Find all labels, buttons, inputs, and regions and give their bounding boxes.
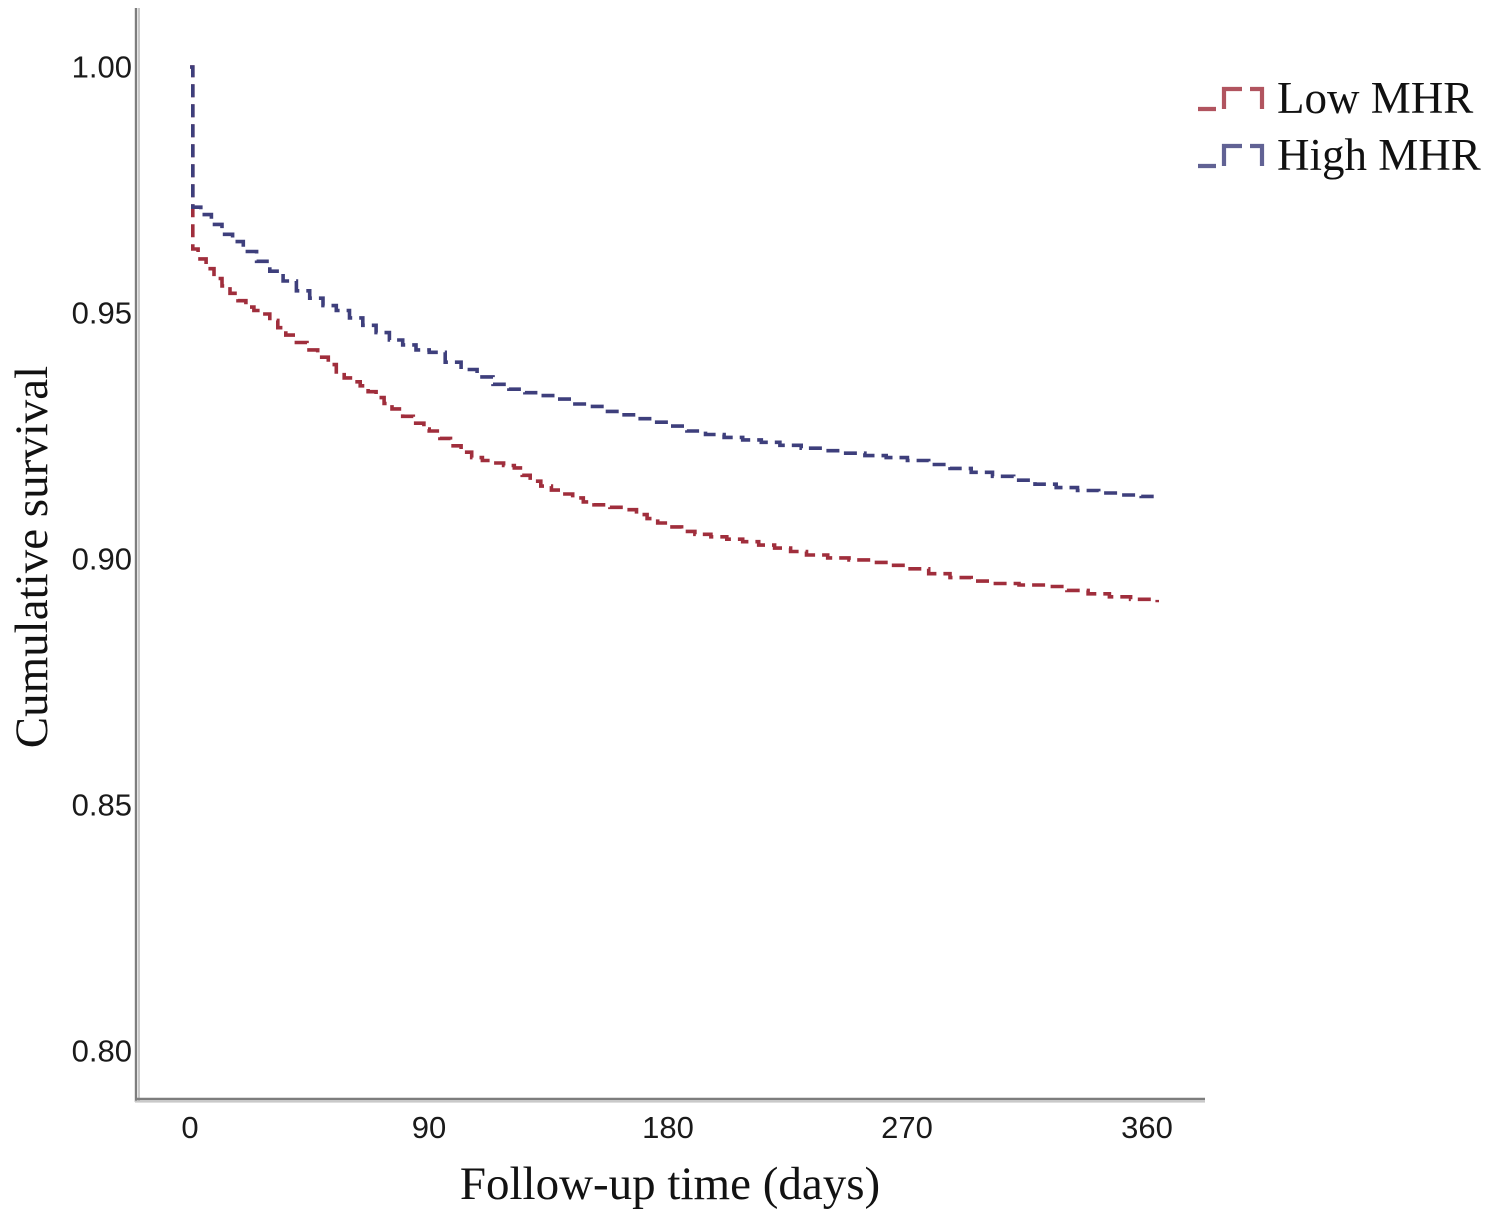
x-tick-label: 360 [1121, 1110, 1173, 1145]
y-tick-label: 1.00 [71, 49, 132, 85]
x-tick-label: 180 [642, 1110, 694, 1145]
km-step-line-icon [1198, 143, 1265, 168]
km-step-line-icon [1198, 86, 1265, 111]
y-tick-label: 0.80 [71, 1033, 132, 1069]
y-tick-label: 0.95 [71, 295, 132, 331]
y-axis-title: Cumulative survival [6, 365, 58, 749]
x-tick-label: 270 [881, 1110, 933, 1145]
legend: Low MHR High MHR [1196, 70, 1481, 184]
x-axis-title: Follow-up time (days) [459, 1158, 881, 1210]
legend-item-high-mhr: High MHR [1196, 127, 1481, 184]
x-tick-label: 90 [411, 1110, 447, 1145]
y-tick-label: 0.90 [71, 541, 132, 577]
axes [134, 8, 1205, 1103]
y-tick-label: 0.85 [71, 787, 132, 823]
legend-item-low-mhr: Low MHR [1196, 70, 1481, 127]
high-mhr-curve [190, 65, 1159, 499]
low-mhr-curve [190, 65, 1159, 603]
survival-curves [190, 65, 1159, 603]
legend-label-high-mhr: High MHR [1277, 130, 1481, 180]
legend-label-low-mhr: Low MHR [1277, 73, 1474, 123]
x-tick-label: 0 [181, 1110, 199, 1145]
